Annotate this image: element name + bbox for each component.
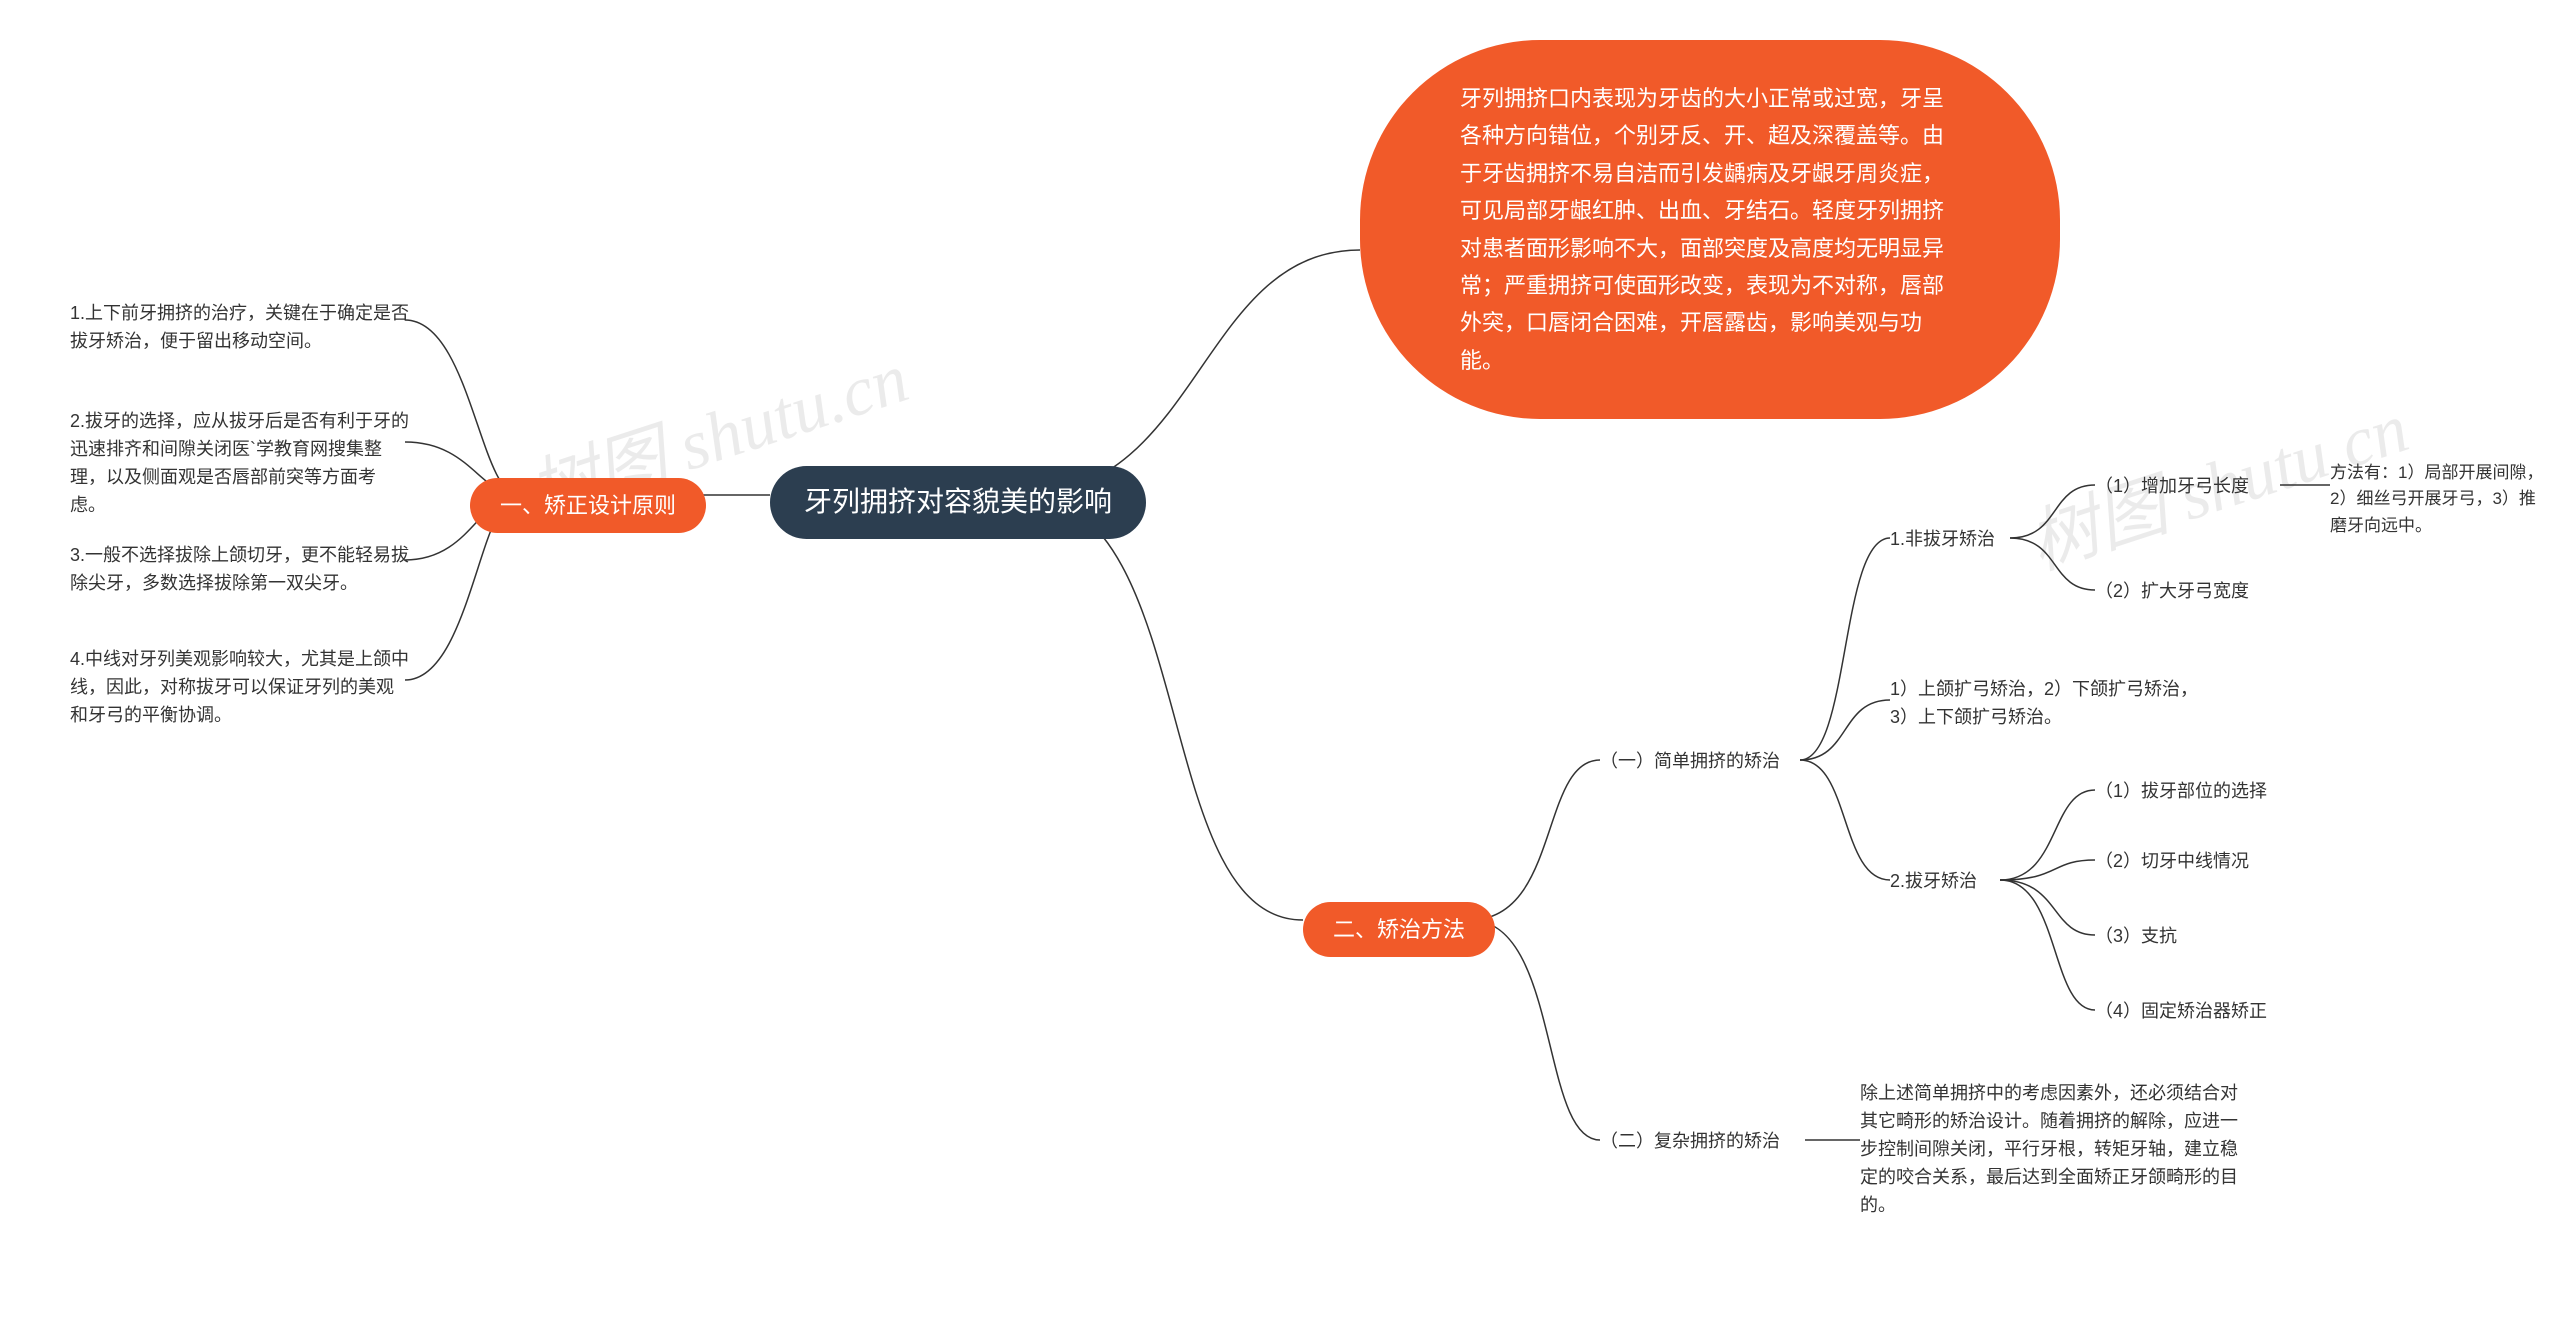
section-2-pill[interactable]: 二、矫治方法	[1303, 902, 1495, 957]
increase-arch-desc: 方法有：1）局部开展间隙，2）细丝弓开展牙弓，3）推磨牙向远中。	[2330, 460, 2550, 539]
ext-item-1: （1）拔牙部位的选择	[2095, 778, 2267, 806]
ext-item-2: （2）切牙中线情况	[2095, 848, 2249, 876]
left-item-1: 1.上下前牙拥挤的治疗，关键在于确定是否拔牙矫治，便于留出移动空间。	[70, 300, 410, 356]
increase-arch-length: （1）增加牙弓长度	[2095, 473, 2249, 501]
widen-arch: （2）扩大牙弓宽度	[2095, 578, 2249, 606]
left-item-4: 4.中线对牙列美观影响较大，尤其是上颌中线，因此，对称拔牙可以保证牙列的美观和牙…	[70, 646, 410, 730]
left-item-3: 3.一般不选择拔除上颌切牙，更不能轻易拔除尖牙，多数选择拔除第一双尖牙。	[70, 542, 410, 598]
ext-item-3: （3）支抗	[2095, 923, 2177, 951]
extraction-treatment: 2.拔牙矫治	[1890, 868, 1977, 896]
arch-expansion-list: 1）上颌扩弓矫治，2）下颌扩弓矫治，3）上下颌扩弓矫治。	[1890, 676, 2200, 732]
ext-item-4: （4）固定矫治器矫正	[2095, 998, 2267, 1026]
mindmap-canvas: 树图 shutu.cn 树图 shutu.cn	[0, 0, 2560, 1335]
description-bubble[interactable]: 牙列拥挤口内表现为牙齿的大小正常或过宽，牙呈各种方向错位，个别牙反、开、超及深覆…	[1360, 40, 2060, 419]
simple-treatment: （一）简单拥挤的矫治	[1600, 748, 1780, 776]
complex-treatment: （二）复杂拥挤的矫治	[1600, 1128, 1780, 1156]
complex-desc: 除上述简单拥挤中的考虑因素外，还必须结合对其它畸形的矫治设计。随着拥挤的解除，应…	[1860, 1080, 2250, 1219]
left-item-2: 2.拔牙的选择，应从拔牙后是否有利于牙的迅速排齐和间隙关闭医`学教育网搜集整理，…	[70, 408, 410, 520]
root-node[interactable]: 牙列拥挤对容貌美的影响	[770, 466, 1146, 539]
section-1-pill[interactable]: 一、矫正设计原则	[470, 478, 706, 533]
non-extraction: 1.非拔牙矫治	[1890, 526, 1995, 554]
